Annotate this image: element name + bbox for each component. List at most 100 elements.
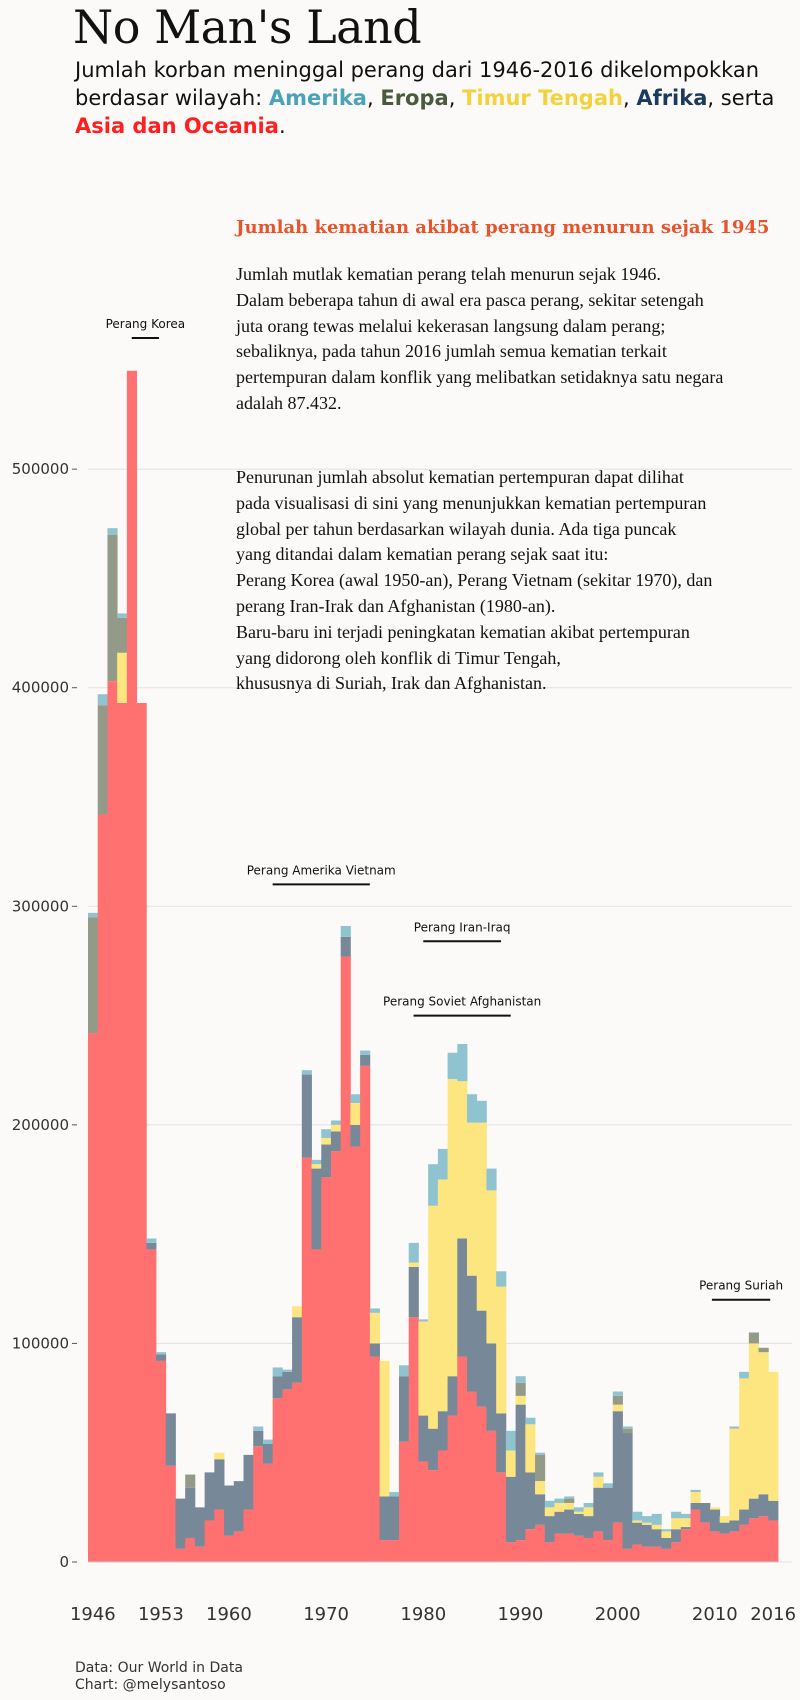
y-tick-label: 300000 — [12, 897, 69, 915]
bar-segment — [457, 1081, 468, 1239]
separator: , — [622, 86, 637, 110]
bar-segment — [700, 1522, 711, 1562]
bar-segment — [661, 1531, 672, 1538]
bar-segment — [165, 1465, 176, 1562]
bar-segment — [671, 1511, 682, 1519]
bar-segment — [535, 1452, 546, 1455]
bar-segment — [690, 1509, 701, 1562]
y-tick-label: 0 — [59, 1553, 69, 1571]
bar-segment — [340, 956, 351, 1562]
bar-segment — [583, 1507, 594, 1517]
y-tick-label: 500000 — [12, 460, 69, 478]
bar-segment — [758, 1516, 769, 1562]
bar-segment — [758, 1494, 769, 1517]
bar-segment — [340, 925, 351, 937]
bar-segment — [156, 1360, 167, 1562]
bar-segment — [97, 814, 108, 1562]
bar-segment — [554, 1511, 565, 1534]
bar-segment — [389, 1540, 400, 1562]
bar-segment — [301, 1157, 312, 1562]
y-axis: 0 100000 200000 300000 400000 500000 — [12, 460, 77, 1571]
bar-segment — [272, 1398, 283, 1562]
annotations: Perang Korea Perang Amerika Vietnam Perang… — [106, 317, 783, 1301]
bar-segment — [515, 1395, 526, 1405]
bar-segment — [641, 1546, 653, 1562]
bar-segment — [661, 1548, 672, 1562]
bar-segment — [292, 1306, 303, 1318]
bar-segment — [525, 1529, 536, 1562]
bar-segment — [496, 1271, 507, 1287]
bar-segment — [729, 1426, 740, 1429]
bar-segment — [447, 1078, 458, 1377]
bar-segment — [428, 1470, 439, 1562]
bar-segment — [350, 1146, 361, 1562]
bar-segment — [564, 1496, 575, 1499]
paragraph-line: pertempuran dalam konflik yang melibatka… — [236, 367, 724, 388]
paragraph-line: pada visualisasi di sini yang menunjukka… — [236, 492, 707, 513]
bar-segment — [680, 1513, 691, 1519]
paragraph-line: Jumlah mutlak kematian perang telah menu… — [236, 264, 661, 284]
bar-segment — [505, 1450, 517, 1477]
bar-segment — [661, 1537, 672, 1549]
bar-segment — [272, 1367, 283, 1377]
bar-segment — [496, 1472, 507, 1562]
bar-segment — [360, 1054, 371, 1066]
bar-segment — [554, 1533, 565, 1562]
bar-segment — [262, 1439, 274, 1444]
bar-segment — [739, 1371, 750, 1379]
bar-segment — [564, 1509, 575, 1534]
bar-segment — [156, 1354, 167, 1361]
bar-segment — [651, 1546, 662, 1562]
bar-segment — [505, 1542, 517, 1562]
bar-segment — [680, 1518, 691, 1528]
bar-segment — [476, 1100, 487, 1123]
y-tick-label: 200000 — [12, 1116, 69, 1134]
bar-segment — [612, 1411, 623, 1523]
bar-segment — [165, 1413, 176, 1466]
bar-segment — [739, 1509, 750, 1525]
bar-segment — [282, 1389, 293, 1562]
bar-segment — [573, 1511, 585, 1514]
bar-segment — [593, 1487, 604, 1532]
bar-segment — [253, 1426, 264, 1431]
paragraph-line: adalah 87.432. — [236, 392, 342, 413]
bar-segment — [408, 1262, 419, 1267]
paragraph-line: perang Iran-Irak dan Afghanistan (1980-a… — [236, 595, 556, 616]
bar-segment — [156, 1352, 167, 1355]
bar-segment — [554, 1502, 565, 1512]
bar-segment — [758, 1347, 769, 1353]
bar-segment — [476, 1310, 487, 1407]
separator: , serta — [707, 86, 775, 110]
bar-segment — [146, 1238, 157, 1243]
bar-segment — [88, 917, 99, 1034]
x-tick-label: 1970 — [303, 1604, 349, 1625]
paragraph-line: Perang Korea (awal 1950-an), Perang Viet… — [236, 570, 713, 591]
bar-segment — [428, 1428, 439, 1471]
bar-segment — [486, 1430, 497, 1562]
bar-segment — [467, 1122, 478, 1276]
bar-segment — [554, 1498, 565, 1503]
bar-segment — [185, 1474, 196, 1488]
bar-segment — [709, 1509, 721, 1532]
bar-segment — [194, 1546, 206, 1562]
region-asia-oceania: Asia dan Oceania — [75, 114, 279, 138]
x-tick-label: 2016 — [750, 1604, 796, 1625]
bar-segment — [408, 1317, 419, 1562]
bar-segment — [622, 1428, 633, 1434]
bar-segment — [486, 1343, 497, 1431]
bar-segment — [651, 1529, 662, 1547]
bar-segment — [214, 1459, 225, 1510]
bar-segment — [243, 1454, 254, 1510]
stacked-bars — [88, 370, 779, 1563]
bar-segment — [311, 1164, 322, 1169]
bar-segment — [389, 1496, 400, 1541]
region-eropa: Eropa — [380, 86, 449, 110]
region-amerika: Amerika — [268, 86, 367, 110]
bar-segment — [719, 1522, 730, 1534]
bar-segment — [651, 1513, 662, 1525]
bar-segment — [505, 1476, 517, 1543]
bar-segment — [253, 1446, 264, 1562]
bar-segment — [593, 1476, 604, 1488]
bar-segment — [408, 1242, 419, 1263]
